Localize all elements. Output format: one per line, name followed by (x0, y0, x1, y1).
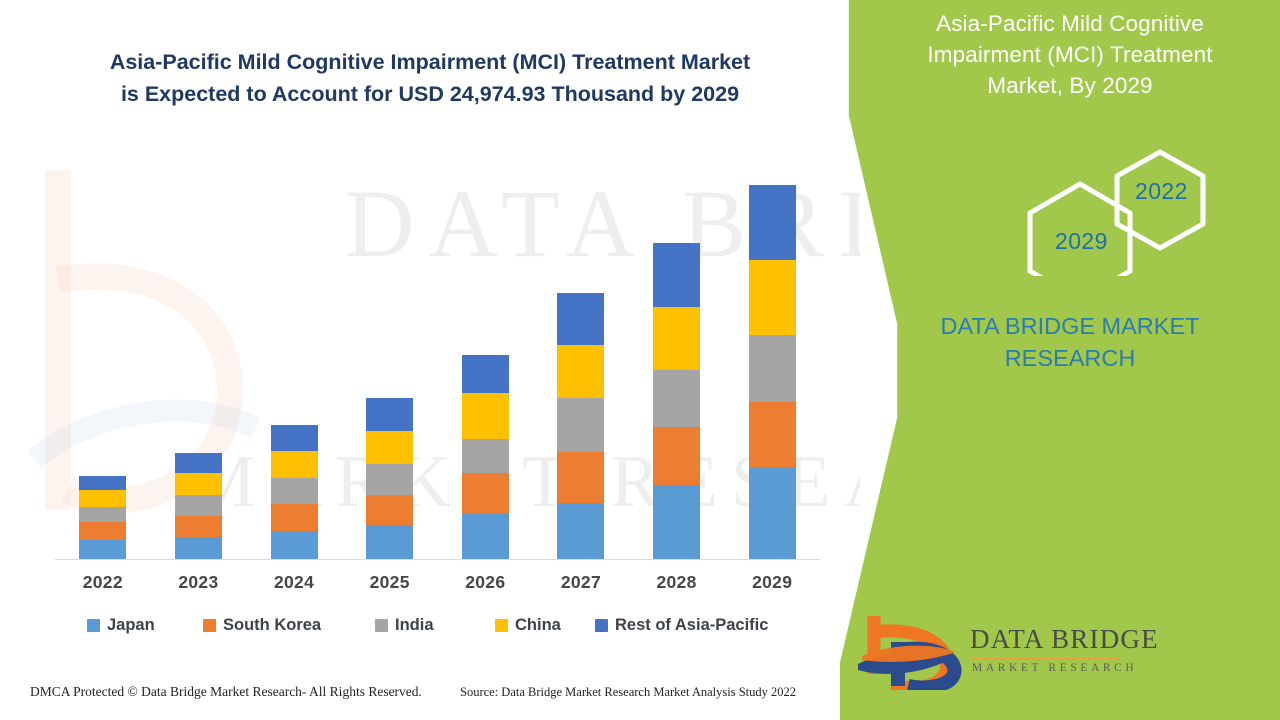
x-axis-label-2025: 2025 (369, 572, 410, 592)
chart-title: Asia-Pacific Mild Cognitive Impairment (… (40, 46, 820, 110)
logo-name-bottom: MARKET RESEARCH (972, 662, 1138, 674)
x-axis-label-2026: 2026 (465, 572, 506, 592)
legend-item-south-korea[interactable]: South Korea (203, 616, 321, 635)
bar-2029 (748, 184, 796, 559)
bar-segment-2027-rest-of-asia-pacific (557, 292, 605, 345)
legend-swatch-icon (203, 619, 216, 632)
logo-divider (971, 658, 1119, 660)
bar-segment-2028-south-korea (653, 427, 701, 486)
legend-swatch-icon (87, 619, 100, 632)
panel-brand-line-1: DATA BRIDGE MARKET (940, 313, 1200, 339)
panel-title: Asia-Pacific Mild Cognitive Impairment (… (880, 8, 1260, 101)
bar-2028 (653, 242, 701, 559)
legend-swatch-icon (595, 619, 608, 632)
bar-2025 (366, 398, 414, 559)
bar-segment-2024-rest-of-asia-pacific (270, 425, 318, 452)
bar-segment-2029-india (748, 334, 796, 403)
chart-legend: Japan South Korea India China Rest of Asia-P… (55, 616, 820, 642)
bar-segment-2025-china (366, 431, 414, 465)
bar-2024 (270, 425, 318, 559)
bar-2022 (79, 476, 127, 559)
bar-2027 (557, 292, 605, 559)
bar-segment-2022-japan (79, 540, 127, 559)
bar-segment-2029-china (748, 259, 796, 335)
bar-segment-2026-japan (461, 514, 509, 559)
x-axis-label-2029: 2029 (752, 572, 793, 592)
bar-segment-2024-japan (270, 531, 318, 559)
bar-segment-2028-japan (653, 485, 701, 559)
bar-segment-2029-south-korea (748, 402, 796, 468)
panel-title-line-1: Asia-Pacific Mild Cognitive (936, 11, 1204, 36)
legend-item-india[interactable]: India (375, 616, 434, 635)
legend-item-japan[interactable]: Japan (87, 616, 155, 635)
legend-item-rest-of-asia-pacific[interactable]: Rest of Asia-Pacific (595, 616, 768, 635)
bar-2026 (461, 354, 509, 559)
bar-segment-2026-india (461, 439, 509, 474)
legend-swatch-icon (375, 619, 388, 632)
chart-title-line-2: is Expected to Account for USD 24,974.93… (120, 82, 740, 106)
bar-segment-2022-rest-of-asia-pacific (79, 476, 127, 491)
hexagon-2022-shape (1114, 149, 1206, 251)
legend-label: Japan (107, 616, 155, 634)
data-bridge-logo: DATA BRIDGE MARKET RESEARCH (856, 612, 1276, 698)
footer-dmca-notice: DMCA Protected © Data Bridge Market Rese… (30, 684, 422, 699)
bar-segment-2029-japan (748, 467, 796, 559)
data-bridge-logo-icon (858, 616, 962, 695)
bar-segment-2027-india (557, 398, 605, 453)
bar-segment-2026-china (461, 393, 509, 440)
bar-segment-2028-india (653, 370, 701, 428)
bar-segment-2024-china (270, 451, 318, 479)
panel-title-line-3: Market, By 2029 (987, 73, 1153, 98)
x-axis-labels: 2022 2023 2024 2025 2026 2027 2028 2029 (55, 572, 820, 598)
bar-segment-2024-south-korea (270, 504, 318, 532)
hexagon-badges: 2022 2029 (960, 146, 1260, 303)
hexagon-badge-2029-label: 2029 (1055, 228, 1108, 254)
legend-label: India (395, 616, 434, 634)
bar-segment-2028-rest-of-asia-pacific (653, 242, 701, 307)
bar-segment-2027-south-korea (557, 452, 605, 504)
bar-segment-2025-rest-of-asia-pacific (366, 398, 414, 432)
hexagon-badge-2022-label: 2022 (1135, 178, 1188, 204)
x-axis-label-2028: 2028 (656, 572, 697, 592)
stacked-bar-chart (55, 150, 820, 560)
hexagon-outline-icon (1027, 149, 1206, 303)
bar-segment-2023-china (174, 473, 222, 496)
bar-segment-2025-japan (366, 525, 414, 559)
x-axis-label-2022: 2022 (82, 572, 123, 592)
bar-segment-2026-rest-of-asia-pacific (461, 354, 509, 394)
bar-segment-2029-rest-of-asia-pacific (748, 184, 796, 260)
panel-title-line-2: Impairment (MCI) Treatment (927, 42, 1213, 67)
chart-title-line-1: Asia-Pacific Mild Cognitive Impairment (… (109, 50, 751, 74)
bar-segment-2022-south-korea (79, 522, 127, 541)
bar-segment-2026-south-korea (461, 473, 509, 515)
bar-segment-2022-india (79, 507, 127, 523)
x-axis-label-2024: 2024 (273, 572, 315, 592)
bar-segment-2027-japan (557, 503, 605, 559)
x-axis-line (55, 558, 820, 560)
brand-panel: Asia-Pacific Mild Cognitive Impairment (… (840, 0, 1280, 720)
bar-segment-2022-china (79, 490, 127, 508)
bar-segment-2027-china (557, 344, 605, 399)
bar-segment-2023-india (174, 495, 222, 517)
legend-label: Rest of Asia-Pacific (615, 616, 769, 634)
panel-brand-line-2: RESEARCH (1004, 345, 1136, 371)
bar-segment-2024-india (270, 478, 318, 505)
bar-segment-2023-japan (174, 537, 222, 559)
legend-label: China (515, 616, 561, 634)
bar-2023 (174, 453, 222, 559)
logo-name-top: DATA BRIDGE (970, 624, 1159, 654)
x-axis-label-2023: 2023 (178, 572, 219, 592)
panel-brand-name: DATA BRIDGE MARKET RESEARCH (875, 310, 1265, 374)
bar-segment-2028-china (653, 306, 701, 370)
bar-segment-2025-india (366, 464, 414, 496)
footer-source-note: Source: Data Bridge Market Research Mark… (460, 685, 797, 699)
legend-label: South Korea (223, 616, 322, 634)
legend-item-china[interactable]: China (495, 616, 561, 635)
x-axis-label-2027: 2027 (560, 572, 601, 592)
bar-segment-2023-south-korea (174, 516, 222, 538)
bar-segment-2023-rest-of-asia-pacific (174, 453, 222, 474)
legend-swatch-icon (495, 619, 508, 632)
bar-segment-2025-south-korea (366, 495, 414, 526)
